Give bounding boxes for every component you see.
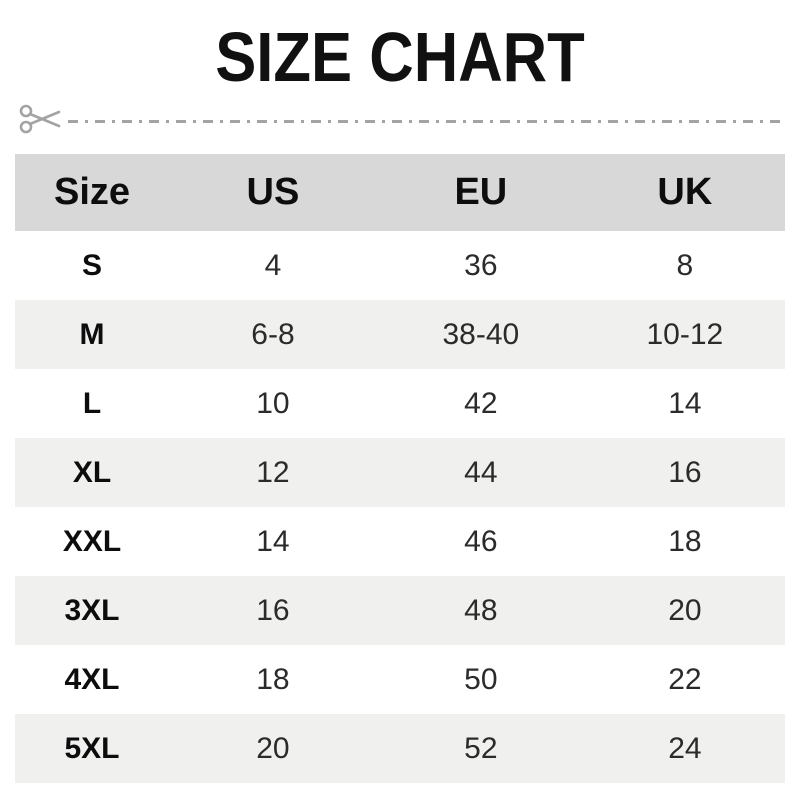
page-title: SIZE CHART xyxy=(215,18,585,96)
header-uk: UK xyxy=(657,171,713,213)
header-us: US xyxy=(246,171,300,213)
size-cell: 5XL xyxy=(64,731,120,765)
uk-cell: 10-12 xyxy=(646,317,724,351)
scissors-icon xyxy=(18,102,64,141)
header-row: Size US EU UK xyxy=(15,154,785,231)
eu-cell: 46 xyxy=(464,524,498,558)
size-cell: L xyxy=(82,386,102,420)
us-cell: 4 xyxy=(264,248,282,282)
uk-cell: 22 xyxy=(668,662,702,696)
us-cell: 6-8 xyxy=(251,317,295,351)
table-header: Size US EU UK xyxy=(15,154,785,231)
us-cell: 18 xyxy=(256,662,290,696)
uk-cell: 14 xyxy=(668,386,702,420)
table-row: XXL 14 46 18 xyxy=(15,507,785,576)
table-row: XL 12 44 16 xyxy=(15,438,785,507)
table-row: L 10 42 14 xyxy=(15,369,785,438)
size-cell: XL xyxy=(72,455,112,489)
size-cell: S xyxy=(81,248,102,282)
size-cell: 3XL xyxy=(64,593,120,627)
table-row: S 4 36 8 xyxy=(15,231,785,300)
us-cell: 10 xyxy=(256,386,290,420)
eu-cell: 48 xyxy=(464,593,498,627)
size-cell: 4XL xyxy=(64,662,120,696)
us-cell: 12 xyxy=(256,455,290,489)
header-eu: EU xyxy=(454,171,508,213)
us-cell: 14 xyxy=(256,524,290,558)
uk-cell: 16 xyxy=(668,455,702,489)
uk-cell: 18 xyxy=(668,524,702,558)
eu-cell: 38-40 xyxy=(442,317,520,351)
us-cell: 20 xyxy=(256,731,290,765)
uk-cell: 24 xyxy=(668,731,702,765)
header-size: Size xyxy=(53,171,131,213)
uk-cell: 8 xyxy=(676,248,694,282)
dashed-cut-line xyxy=(68,119,782,123)
eu-cell: 44 xyxy=(464,455,498,489)
eu-cell: 50 xyxy=(464,662,498,696)
size-cell: XXL xyxy=(62,524,122,558)
uk-cell: 20 xyxy=(668,593,702,627)
size-chart-table: Size US EU UK S 4 36 8 M 6-8 38-40 10-12… xyxy=(15,154,785,783)
table-row: M 6-8 38-40 10-12 xyxy=(15,300,785,369)
size-cell: M xyxy=(79,317,105,351)
table-body: S 4 36 8 M 6-8 38-40 10-12 L 10 42 14 XL… xyxy=(15,231,785,783)
table-row: 5XL 20 52 24 xyxy=(15,714,785,783)
eu-cell: 42 xyxy=(464,386,498,420)
eu-cell: 52 xyxy=(464,731,498,765)
cut-line xyxy=(18,104,782,138)
table-row: 3XL 16 48 20 xyxy=(15,576,785,645)
table-row: 4XL 18 50 22 xyxy=(15,645,785,714)
eu-cell: 36 xyxy=(464,248,498,282)
us-cell: 16 xyxy=(256,593,290,627)
